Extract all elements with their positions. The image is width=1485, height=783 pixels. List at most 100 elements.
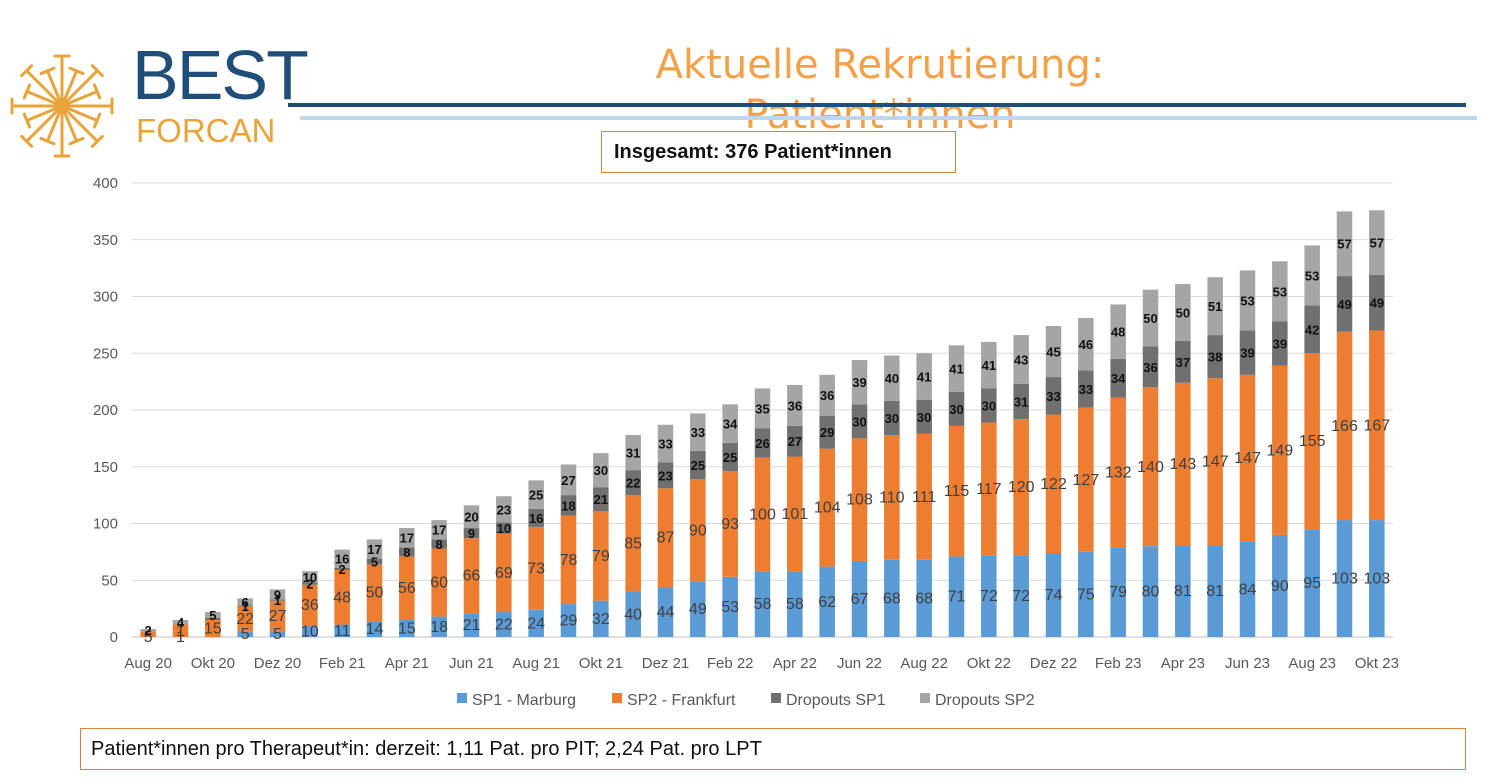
data-label: 10: [497, 521, 511, 536]
data-label: 35: [755, 401, 769, 416]
bar-segment: [884, 400, 900, 435]
data-label: 42: [1305, 322, 1319, 337]
data-label: 122: [1040, 476, 1067, 493]
legend: SP1 - Marburg SP2 - Frankfurt Dropouts SP1…: [457, 692, 1035, 709]
data-label: 90: [689, 522, 707, 539]
bars: [140, 210, 1385, 637]
bar-segment: [981, 422, 997, 556]
data-label: 68: [883, 590, 901, 607]
logo-ray: [60, 104, 99, 143]
data-label: 45: [1046, 345, 1060, 360]
data-label: 25: [691, 458, 705, 473]
bar-segment: [269, 589, 286, 600]
therapist-ratio-note: Patient*innen pro Therapeut*in: derzeit:…: [80, 728, 1466, 770]
x-tick-label: Feb 22: [707, 655, 754, 672]
data-label: 103: [1331, 571, 1358, 588]
data-label: 104: [814, 500, 841, 517]
bar-segment: [1078, 318, 1094, 371]
data-label: 44: [657, 604, 675, 621]
bar-segment: [463, 528, 480, 539]
logo-ray-tip: [20, 64, 34, 78]
data-label: 8: [436, 537, 443, 552]
bar-segment: [981, 388, 997, 423]
data-label: 27: [788, 434, 802, 449]
data-label: 33: [691, 425, 705, 440]
y-tick-label: 250: [93, 345, 118, 362]
data-label: 21: [594, 492, 608, 507]
bar-segment: [754, 428, 771, 458]
logo-ray-tip: [92, 83, 102, 100]
x-tick-label: Jun 22: [837, 655, 882, 672]
bar-segment: [948, 391, 965, 426]
y-tick-label: 0: [110, 629, 118, 646]
bar-segment: [1239, 541, 1256, 637]
logo-text-best: BEST: [132, 36, 309, 114]
data-label: 53: [1240, 293, 1254, 308]
x-tick-label: Feb 23: [1095, 655, 1142, 672]
bar-segment: [722, 404, 738, 443]
logo-ray-tip: [68, 136, 85, 146]
x-tick-label: Feb 21: [319, 655, 366, 672]
data-label: 49: [689, 601, 707, 618]
bar-segment: [1175, 382, 1191, 546]
bar-segment: [754, 457, 771, 572]
data-label: 38: [1208, 350, 1222, 365]
bar-segment: [1369, 330, 1385, 521]
data-label: 50: [1143, 311, 1157, 326]
data-label: 25: [529, 488, 543, 503]
data-label: 79: [1109, 584, 1127, 601]
data-label: 41: [949, 362, 963, 377]
bar-segment: [528, 609, 544, 637]
x-tick-label: Apr 22: [773, 655, 817, 672]
x-tick-label: Aug 22: [900, 655, 948, 672]
bar-segment: [528, 508, 544, 527]
logo-ray: [25, 69, 64, 108]
data-label: 101: [781, 506, 808, 523]
bar-segment: [657, 587, 674, 637]
bar-segment: [981, 555, 997, 637]
data-label: 95: [1303, 575, 1321, 592]
data-label: 31: [1014, 394, 1028, 409]
logo-center: [55, 99, 69, 113]
bar-segment: [496, 496, 512, 523]
data-label: 36: [301, 597, 319, 614]
data-label: 30: [982, 398, 996, 413]
data-label: 10: [303, 570, 317, 585]
bar-segment: [1045, 377, 1062, 415]
bar-segment: [1369, 210, 1385, 275]
x-tick-label: Jun 21: [449, 655, 494, 672]
bar-segment: [1304, 245, 1320, 306]
data-label: 110: [879, 489, 905, 506]
data-labels: 52 114 15552216527191036210114821614505171…: [144, 236, 1391, 646]
bar-segment: [787, 456, 803, 572]
data-label: 33: [1046, 389, 1060, 404]
data-label: 26: [755, 436, 769, 451]
data-label: 155: [1299, 433, 1326, 450]
x-tick-label: Apr 23: [1161, 655, 1205, 672]
bar-segment: [560, 515, 577, 605]
data-label: 48: [1111, 325, 1125, 340]
x-tick-label: Dez 20: [254, 655, 302, 672]
bar-segment: [787, 571, 803, 637]
data-label: 103: [1363, 571, 1390, 588]
data-label: 36: [788, 398, 802, 413]
bar-segment: [1045, 414, 1062, 554]
bar-segment: [237, 605, 253, 607]
data-label: 30: [852, 414, 866, 429]
bar-segment: [528, 526, 544, 610]
data-label: 111: [912, 489, 936, 506]
data-label: 56: [398, 580, 416, 597]
data-label: 21: [463, 617, 481, 634]
data-label: 36: [820, 388, 834, 403]
data-label: 30: [917, 410, 931, 425]
data-label: 81: [1174, 583, 1192, 600]
bar-segment: [657, 462, 674, 489]
logo-text-forcan: FORCAN: [136, 112, 276, 149]
bar-segment: [205, 612, 221, 618]
data-label: 84: [1239, 581, 1257, 598]
bar-segment: [754, 388, 771, 429]
logo-ray-tip: [22, 83, 32, 100]
logo-ray-tip: [90, 134, 104, 148]
y-tick-label: 150: [93, 459, 118, 476]
data-label: 90: [1271, 578, 1289, 595]
